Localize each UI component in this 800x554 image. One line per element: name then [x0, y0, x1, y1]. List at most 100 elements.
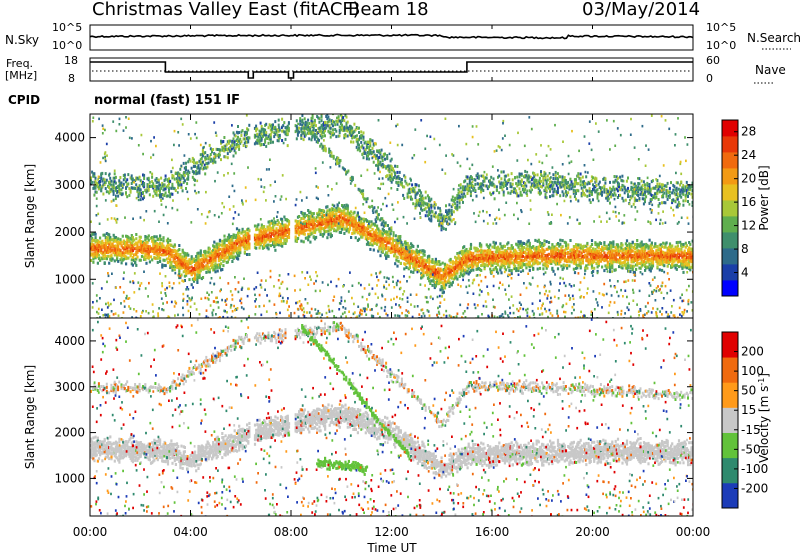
data-cell — [683, 189, 686, 193]
data-cell — [385, 247, 388, 250]
data-cell — [90, 259, 93, 262]
data-cell — [345, 224, 348, 228]
data-cell — [146, 183, 149, 187]
data-cell — [567, 180, 570, 184]
data-cell — [464, 249, 467, 253]
data-cell — [337, 118, 340, 121]
data-cell — [449, 282, 452, 285]
data-cell — [538, 266, 542, 270]
data-cell — [377, 240, 380, 244]
data-cell — [495, 185, 498, 189]
data-cell — [192, 257, 196, 261]
data-cell — [399, 245, 402, 249]
data-cell — [192, 177, 195, 181]
data-cell — [267, 238, 270, 242]
data-cell — [145, 261, 148, 265]
data-cell — [561, 183, 564, 187]
data-cell — [131, 258, 134, 262]
data-cell — [529, 175, 532, 179]
data-cell — [316, 219, 319, 223]
data-cell — [593, 188, 596, 192]
data-cell — [679, 193, 682, 197]
data-cell — [225, 143, 228, 147]
data-cell — [191, 175, 194, 179]
data-cell — [346, 220, 349, 224]
data-cell — [205, 264, 208, 268]
data-cell — [325, 229, 328, 233]
data-cell — [299, 219, 302, 223]
data-cell — [590, 175, 593, 179]
data-cell — [169, 243, 172, 247]
data-cell — [551, 185, 554, 189]
data-cell — [148, 193, 151, 197]
data-cell — [164, 264, 167, 268]
data-cell — [200, 153, 203, 157]
data-cell — [497, 245, 500, 249]
data-cell — [545, 256, 548, 260]
data-cell — [109, 237, 112, 241]
data-cell — [223, 241, 226, 245]
data-cell — [581, 175, 584, 179]
data-cell — [213, 255, 216, 259]
data-cell — [131, 239, 134, 243]
data-cell — [450, 219, 453, 223]
data-cell — [182, 176, 185, 180]
data-cell — [157, 180, 160, 184]
data-cell — [171, 184, 174, 188]
data-cell — [253, 242, 257, 246]
data-cell — [345, 126, 348, 130]
data-cell — [144, 257, 147, 261]
data-cell — [448, 211, 451, 215]
data-cell — [263, 229, 266, 233]
data-cell — [426, 194, 429, 198]
data-cell — [636, 191, 639, 194]
data-cell — [414, 202, 417, 206]
data-cell — [381, 249, 384, 253]
data-cell — [341, 125, 343, 129]
data-cell — [100, 249, 103, 253]
data-cell — [380, 148, 383, 152]
data-cell — [343, 136, 346, 140]
data-cell — [225, 244, 228, 247]
data-cell — [428, 273, 431, 277]
data-cell — [381, 159, 384, 162]
data-cell — [450, 208, 453, 212]
data-cell — [205, 258, 208, 262]
data-cell — [214, 266, 217, 270]
data-cell — [651, 186, 654, 190]
data-cell — [445, 283, 448, 287]
data-cell — [446, 213, 449, 217]
data-cell — [286, 226, 289, 230]
data-cell — [279, 242, 283, 246]
data-cell — [442, 283, 445, 287]
data-cell — [519, 182, 522, 186]
data-cell — [138, 184, 141, 188]
data-cell — [417, 252, 421, 256]
data-cell — [362, 222, 365, 225]
data-cell — [559, 260, 562, 263]
data-cell — [217, 256, 220, 260]
data-cell — [350, 210, 353, 214]
data-cell — [467, 186, 470, 190]
data-cell — [356, 227, 359, 231]
data-cell — [386, 254, 389, 258]
data-cell — [248, 136, 251, 140]
data-cell — [546, 185, 549, 189]
data-cell — [619, 188, 622, 192]
data-cell — [180, 259, 183, 262]
data-cell — [514, 176, 516, 180]
data-cell — [536, 262, 539, 266]
data-cell — [443, 217, 446, 221]
data-cell — [419, 204, 421, 208]
data-cell — [247, 236, 250, 240]
data-cell — [227, 257, 231, 261]
data-cell — [187, 175, 190, 179]
data-cell — [534, 255, 537, 258]
data-cell — [248, 245, 251, 248]
data-cell — [527, 260, 530, 264]
data-cell — [623, 185, 626, 189]
data-cell — [332, 224, 335, 228]
data-cell — [343, 119, 346, 123]
data-cell — [239, 243, 242, 247]
data-cell — [368, 243, 371, 247]
